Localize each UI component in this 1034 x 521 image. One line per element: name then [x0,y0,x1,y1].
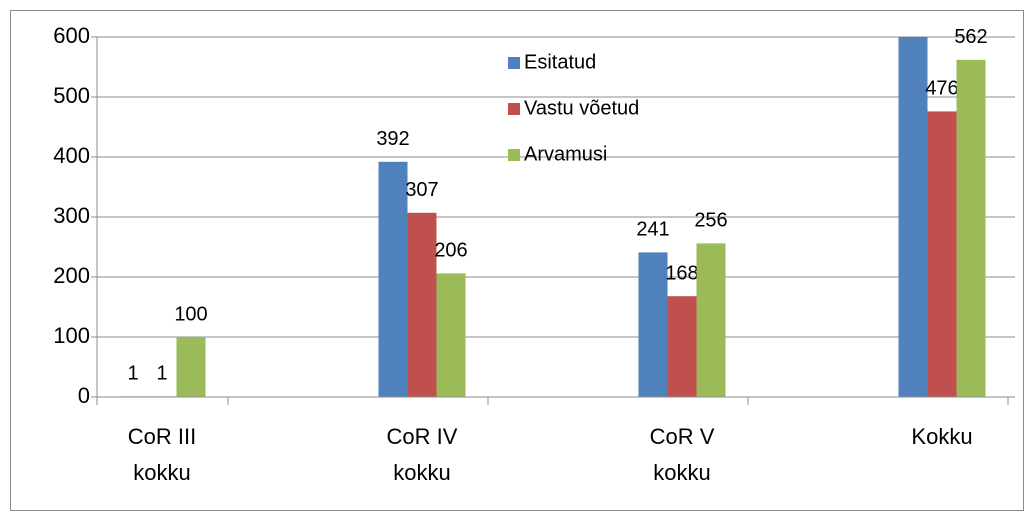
bar [407,212,437,397]
bar [956,59,986,397]
bar [696,243,726,397]
value-label: 256 [694,210,727,232]
value-label: 392 [376,128,409,150]
value-label: 476 [925,78,958,100]
legend-swatch [508,103,520,115]
bar [898,37,928,397]
legend-label: Arvamusi [524,143,607,165]
bar [927,111,957,397]
bar [176,337,206,397]
y-tick-label: 500 [53,83,90,108]
y-tick-label: 0 [78,383,90,408]
value-label: 168 [665,262,698,284]
value-label: 206 [434,240,467,262]
y-tick-label: 600 [53,23,90,48]
y-tick-label: 200 [53,263,90,288]
value-label: 1 [127,363,138,385]
value-label: 562 [954,26,987,48]
x-tick-label: Kokku [911,424,972,449]
x-tick-label: CoR III kokku [128,424,196,485]
chart-border [10,10,1024,511]
bar [667,296,697,397]
y-tick-label: 100 [53,323,90,348]
bar [378,161,408,397]
bar [638,252,668,397]
legend-label: Esitatud [524,51,596,73]
value-label: 1 [156,363,167,385]
legend-label: Vastu võetud [524,97,639,119]
value-label: 241 [636,219,669,241]
legend-swatch [508,57,520,69]
y-tick-label: 300 [53,203,90,228]
value-label: 307 [405,179,438,201]
y-tick-label: 400 [53,143,90,168]
bar [436,273,466,397]
value-label: 100 [174,303,207,325]
legend-swatch [508,149,520,161]
x-tick-label: CoR IV kokku [387,424,458,485]
